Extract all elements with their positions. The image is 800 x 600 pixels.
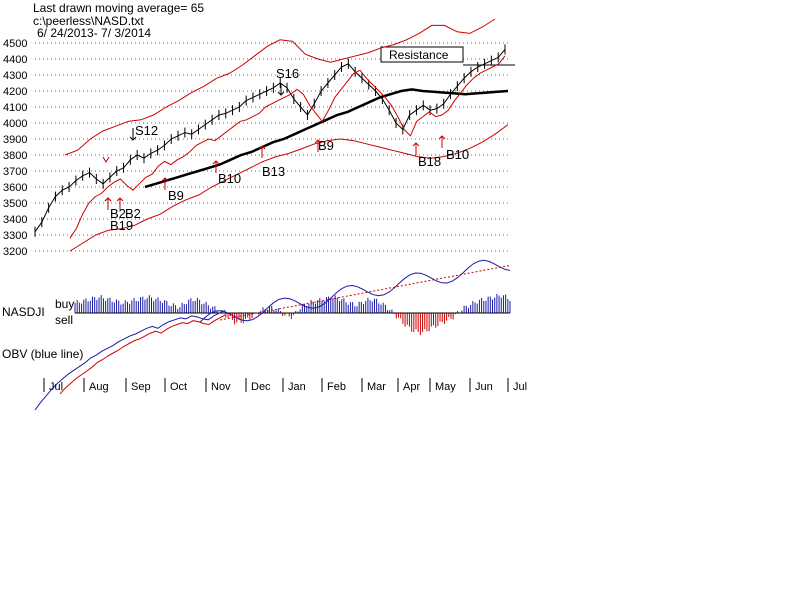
obv-line: [34, 309, 226, 411]
signal-arrowhead: [116, 197, 124, 202]
nasdji-ma-line: [219, 264, 511, 321]
signal-label: S12: [135, 123, 158, 138]
ma65-line: [144, 88, 509, 189]
signal-label: B19: [110, 218, 133, 233]
y-tick-label: 4000: [3, 118, 27, 130]
signal-label: B9: [318, 138, 334, 153]
lower-band: [69, 124, 509, 252]
header-line2: c:\peerless\NASD.txt: [33, 14, 144, 28]
y-tick-label: 3600: [3, 182, 27, 194]
obv-ma-line: [59, 314, 226, 395]
price-series: [34, 44, 506, 239]
month-label: Oct: [170, 381, 187, 393]
y-tick-label: 4400: [3, 54, 27, 66]
y-tick-label: 4100: [3, 102, 27, 114]
signal-arrowhead: [314, 139, 322, 144]
x-axis-months: Jul Aug Sep Oct Nov Dec Jan Feb Mar Apr May Jun Jul: [43, 378, 527, 393]
signal-arrowhead: [129, 136, 137, 141]
signal-label: B10: [446, 147, 469, 162]
signal-label: B9: [168, 188, 184, 203]
month-label: Jul: [49, 381, 63, 393]
month-label: Dec: [251, 381, 271, 393]
gridlines: [35, 42, 510, 252]
signal-label: B2: [125, 206, 141, 221]
month-label: Jan: [288, 381, 306, 393]
nasdji-label: NASDJI: [2, 305, 45, 319]
signal-label: B13: [262, 164, 285, 179]
bands: [64, 18, 509, 252]
month-label: Sep: [131, 381, 151, 393]
resistance-box: [380, 46, 464, 63]
month-label: Jul: [513, 381, 527, 393]
signal-label: B10: [218, 171, 241, 186]
y-tick-label: 4300: [3, 70, 27, 82]
resistance-label: Resistance: [389, 48, 449, 62]
month-label: Feb: [327, 381, 346, 393]
signal-label: B18: [418, 154, 441, 169]
header-line1: Last drawn moving average= 65: [33, 1, 204, 15]
y-tick-label: 3200: [3, 246, 27, 258]
sell-label: sell: [55, 313, 73, 327]
moving-average: [144, 88, 509, 189]
signal-arrowhead: [161, 177, 169, 182]
signal-label: S16: [276, 66, 299, 81]
buy-label: buy: [55, 297, 74, 311]
price-line: [34, 49, 506, 233]
month-label: Aug: [89, 381, 109, 393]
month-label: Jun: [475, 381, 493, 393]
obv-label: OBV (blue line): [2, 347, 83, 361]
month-label: Nov: [211, 381, 231, 393]
signal-arrowhead: [412, 142, 420, 147]
y-tick-label: 3900: [3, 134, 27, 146]
y-tick-label: 4200: [3, 86, 27, 98]
signal-arrowhead: [258, 145, 266, 150]
y-tick-label: 3700: [3, 166, 27, 178]
signal-arrowhead: [438, 135, 446, 140]
month-label: May: [435, 381, 456, 393]
short-ma-line: [69, 55, 506, 239]
signal-label: B2: [110, 206, 126, 221]
y-tick-label: 3300: [3, 230, 27, 242]
y-tick-label: 3800: [3, 150, 27, 162]
upper-band: [64, 18, 496, 156]
month-label: Mar: [367, 381, 386, 393]
y-tick-label: 3400: [3, 214, 27, 226]
nasdji-price-line: [199, 259, 511, 323]
signal-arrowhead: [277, 91, 285, 96]
y-tick-label: 4500: [3, 38, 27, 50]
signal-arrowhead: [104, 197, 112, 202]
signal-arrowhead: [102, 156, 110, 163]
signal-arrowhead: [212, 160, 220, 165]
y-tick-label: 3500: [3, 198, 27, 210]
obv-line: [34, 309, 226, 411]
month-label: Apr: [403, 381, 420, 393]
nasdji-indicator: [74, 259, 511, 336]
header-line3: 6/ 24/2013- 7/ 3/2014: [37, 26, 151, 40]
y-axis: 4500 4400 4300 4200 4100 4000 3900 3800 3700 3600…: [3, 38, 27, 258]
